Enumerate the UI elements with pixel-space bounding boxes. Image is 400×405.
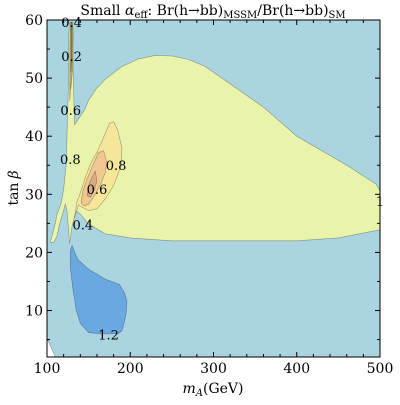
- y-tick-label-50: 50: [25, 71, 43, 87]
- contour-labels: 0.4 0.2 0.6 0.8 0.8 0.6 0.4 1.2 1: [60, 16, 384, 344]
- contour-region-ratio-0.8-1.0: [49, 22, 380, 244]
- y-tick-label-40: 40: [25, 129, 43, 145]
- x-tick-label-300: 300: [200, 361, 227, 377]
- contour-region-ratio-0.0-0.2-spike: [70, 21, 73, 73]
- y-tick-label-20: 20: [25, 245, 43, 261]
- x-tick-label-200: 200: [117, 361, 144, 377]
- chart-title: Small αeff: Br(h→bb)MSSM/Br(h→bb)SM: [80, 3, 345, 21]
- contour-label-0-8-right: 0.8: [106, 159, 127, 174]
- x-tick-label-500: 500: [367, 361, 394, 377]
- y-tick-label-10: 10: [25, 304, 43, 320]
- contour-label-0-2-top: 0.2: [61, 50, 82, 65]
- y-tick-label-30: 30: [25, 187, 43, 203]
- contour-label-0-4-center: 0.4: [72, 219, 93, 234]
- x-axis-label: mA(GeV): [182, 381, 243, 399]
- contour-label-1-edge: 1: [376, 195, 384, 210]
- contour-label-0-6-center: 0.6: [87, 183, 108, 198]
- y-axis-label: tanβ: [6, 170, 22, 205]
- contour-label-0-6-left: 0.6: [60, 104, 81, 119]
- axis-ticks: 100 200 300 400 500 10 20 30 40 50 60: [25, 13, 393, 377]
- contour-region-ratio-0.2-0.4: [86, 170, 98, 198]
- contour-label-1-2: 1.2: [98, 329, 119, 344]
- contour-regions: [47, 21, 380, 357]
- contour-label-0-8-left: 0.8: [60, 153, 81, 168]
- contour-region-outside-corner: [47, 338, 56, 357]
- x-tick-label-100: 100: [34, 361, 61, 377]
- y-tick-label-60: 60: [25, 13, 43, 29]
- contour-label-0-4-top: 0.4: [61, 16, 82, 31]
- x-tick-label-400: 400: [283, 361, 310, 377]
- contour-region-ratio-1.2-1.4: [70, 244, 128, 335]
